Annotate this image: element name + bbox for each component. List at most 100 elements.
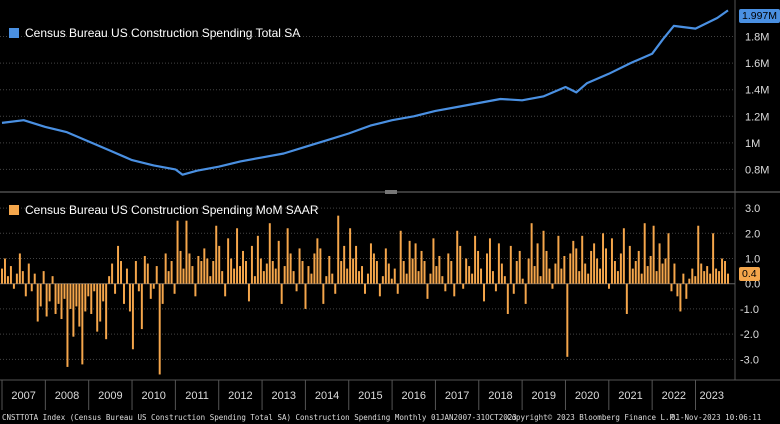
mom-bar <box>230 258 233 284</box>
mom-bar <box>12 283 15 289</box>
mom-bar <box>63 283 66 299</box>
mom-bar <box>111 263 114 284</box>
x-tick-label: 2010 <box>141 390 165 402</box>
mom-bar <box>227 238 230 284</box>
mom-bar <box>646 266 649 284</box>
x-tick-label: 2018 <box>488 390 512 402</box>
x-tick-label: 2023 <box>700 390 724 402</box>
legend-label-total: Census Bureau US Construction Spending T… <box>25 26 301 40</box>
mom-bar <box>569 253 572 284</box>
mom-bar <box>346 268 349 284</box>
mom-bar <box>108 276 111 284</box>
mom-bar <box>349 228 352 284</box>
mom-bar <box>408 240 411 284</box>
mom-bar <box>280 283 283 304</box>
mom-bar <box>468 266 471 284</box>
mom-bar <box>459 245 462 284</box>
mom-bar <box>54 283 57 314</box>
mom-bar <box>81 283 84 365</box>
mom-bar <box>99 283 102 322</box>
mom-bar <box>566 283 569 357</box>
mom-bar <box>247 283 250 302</box>
mom-bar <box>396 283 399 294</box>
mom-bar <box>114 283 117 294</box>
mom-bar <box>447 253 450 284</box>
mom-bar <box>372 253 375 284</box>
mom-bar <box>393 268 396 284</box>
mom-bar <box>310 273 313 284</box>
legend-mom: Census Bureau US Construction Spending M… <box>9 203 318 217</box>
mom-bar <box>96 283 99 332</box>
mom-bar <box>658 243 661 284</box>
mom-bar <box>679 283 682 312</box>
y-tick-label-top: 1.8M <box>745 32 769 44</box>
mom-bar <box>149 283 152 299</box>
mom-bar <box>524 283 527 304</box>
mom-bar <box>429 273 432 284</box>
mom-bar <box>700 263 703 284</box>
mom-bar <box>206 258 209 284</box>
legend-total-spending: Census Bureau US Construction Spending T… <box>9 26 300 40</box>
mom-bar <box>123 283 125 304</box>
mom-bar <box>48 283 51 302</box>
mom-bar <box>441 276 444 284</box>
mom-bar <box>706 266 709 284</box>
mom-bar <box>697 225 700 284</box>
mom-bar <box>325 276 328 284</box>
mom-bar <box>480 268 483 284</box>
mom-bar <box>664 258 667 284</box>
mom-bar <box>286 228 289 284</box>
mom-bar <box>518 250 521 284</box>
mom-bar <box>134 261 137 284</box>
mom-bar <box>500 263 503 284</box>
mom-bar <box>170 261 173 284</box>
mom-bar <box>682 273 685 284</box>
mom-bar <box>140 283 143 330</box>
mom-bar <box>539 276 542 284</box>
mom-bar <box>676 283 679 297</box>
mom-bar <box>137 283 140 292</box>
mom-bar <box>607 283 610 289</box>
mom-bar <box>462 283 465 289</box>
mom-bar <box>688 278 691 284</box>
mom-bar <box>30 283 33 292</box>
mom-bar <box>610 238 613 284</box>
mom-bar <box>289 253 292 284</box>
mom-bar <box>637 250 640 284</box>
mom-bar <box>182 268 185 284</box>
mom-bar <box>417 271 420 284</box>
mom-bar <box>486 253 488 284</box>
mom-bar <box>435 266 438 284</box>
mom-bar <box>93 283 96 292</box>
mom-bar <box>215 225 218 284</box>
mom-bar <box>301 261 304 284</box>
mom-bar <box>155 266 158 284</box>
mom-bar <box>212 261 215 284</box>
mom-bar <box>256 235 259 284</box>
mom-bar <box>355 245 358 284</box>
mom-bar <box>1 268 3 284</box>
mom-bar <box>295 283 298 292</box>
x-tick-label: 2014 <box>315 390 339 402</box>
y-tick-label-top: 1.6M <box>745 58 769 70</box>
mom-bar <box>491 271 494 284</box>
mom-bar <box>560 268 563 284</box>
mom-bar <box>188 253 191 284</box>
y-tick-label-top: 1.4M <box>745 85 769 97</box>
mom-bar <box>551 283 554 289</box>
mom-bar <box>605 248 607 284</box>
mom-bars <box>1 215 729 375</box>
mom-bar <box>84 283 87 312</box>
mom-bar <box>536 243 539 284</box>
mom-bar <box>727 273 729 284</box>
mom-bar <box>268 223 271 284</box>
mom-bar <box>250 245 253 284</box>
x-tick-label: 2012 <box>228 390 252 402</box>
mom-bar <box>167 271 170 284</box>
mom-bar <box>381 276 384 284</box>
mom-bar <box>57 283 60 304</box>
mom-bar <box>21 271 24 284</box>
mom-bar <box>631 268 634 284</box>
mom-bar <box>649 255 652 284</box>
